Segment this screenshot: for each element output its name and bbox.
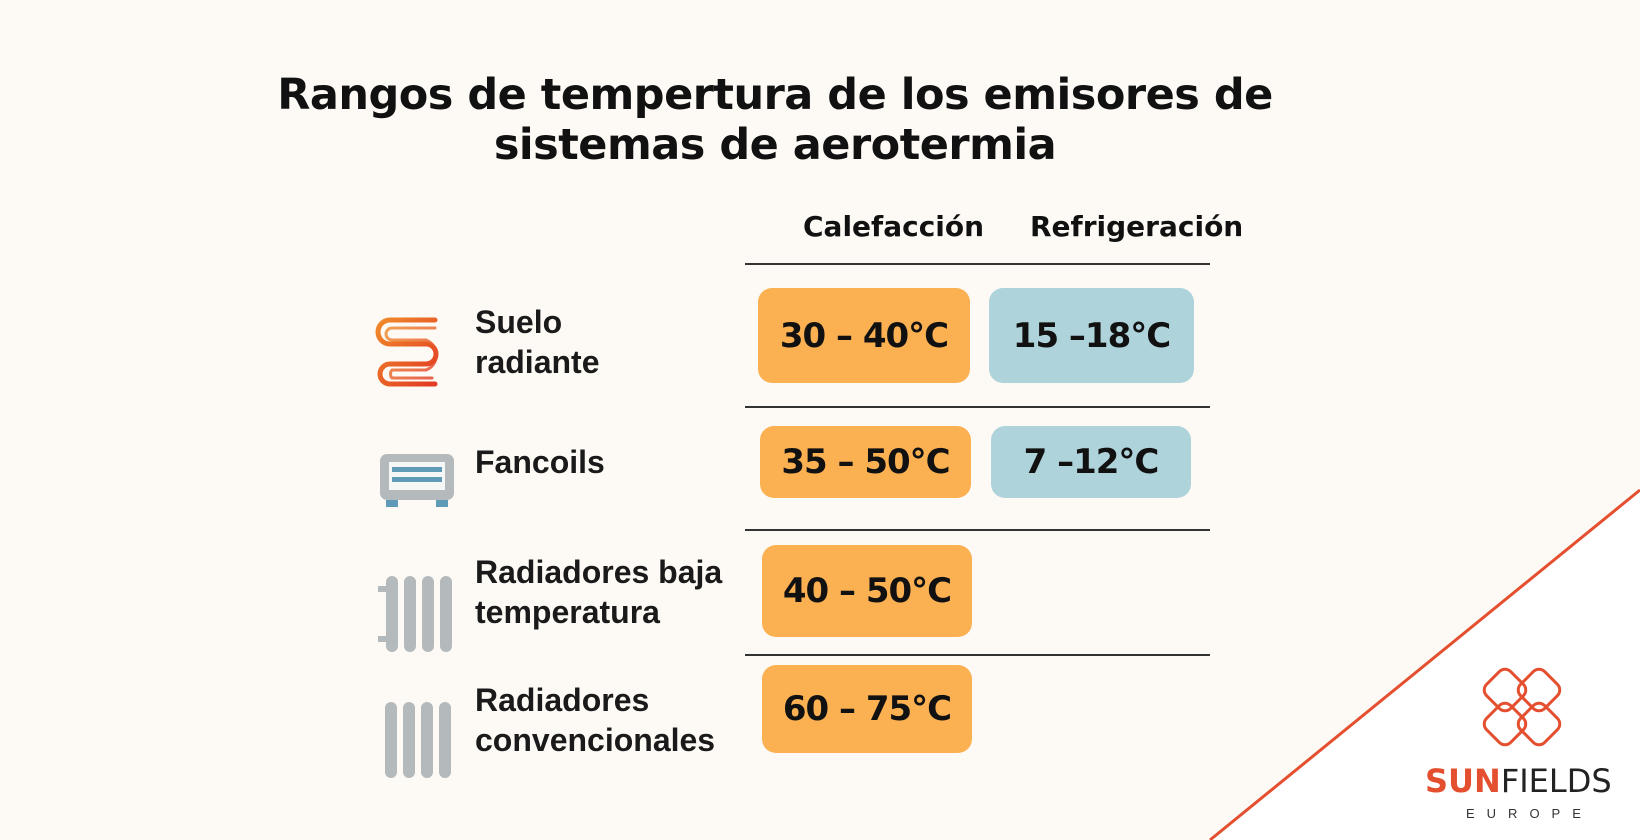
row-label-radiadores-baja-temperatura: Radiadores baja temperatura <box>475 554 723 630</box>
row-label-fancoils: Fancoils <box>475 444 605 480</box>
low-temp-radiator-icon <box>378 576 452 652</box>
sunfields-logo: SUNFIELDS <box>1425 762 1612 800</box>
column-header-cooling: Refrigeración <box>1030 210 1244 243</box>
row-label-suelo-radiante: Suelo radiante <box>475 304 600 380</box>
logo-subtitle: EUROPE <box>1466 806 1593 821</box>
divider <box>745 529 1210 531</box>
cooling-range: 7 –12°C <box>991 426 1191 498</box>
cooling-range: 15 –18°C <box>989 288 1194 383</box>
divider <box>745 263 1210 265</box>
row-label-radiadores-convencionales: Radiadores convencionales <box>475 682 716 758</box>
heating-range: 35 – 50°C <box>760 426 971 498</box>
divider <box>745 406 1210 408</box>
page-title: Rangos de tempertura de los emisores de … <box>277 70 1273 170</box>
fancoil-icon <box>380 454 454 507</box>
heating-range: 60 – 75°C <box>762 665 972 753</box>
divider <box>745 654 1210 656</box>
heating-range: 30 – 40°C <box>758 288 970 383</box>
heating-range: 40 – 50°C <box>762 545 972 637</box>
column-header-heating: Calefacción <box>803 210 985 243</box>
radiator-icon <box>385 702 451 778</box>
sunfields-logo-icon <box>1482 667 1562 747</box>
underfloor-heating-icon <box>375 317 439 387</box>
